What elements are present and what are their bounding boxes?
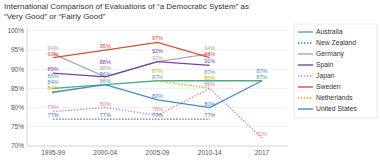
data-label: 89% (48, 66, 59, 72)
legend-label: Netherlands (316, 94, 353, 101)
legend-label: Spain (316, 61, 334, 69)
data-label: 92% (152, 55, 163, 61)
x-tick (209, 146, 210, 148)
data-label: 77% (100, 112, 111, 118)
y-tick-label: 100% (7, 27, 24, 34)
x-tick-label: 1995-99 (41, 149, 65, 156)
y-tick-label: 70% (11, 142, 24, 149)
data-label: 87% (152, 68, 163, 74)
line (53, 81, 262, 108)
legend: Australia New Zealand Germany Spain Japan Swe… (294, 24, 377, 118)
legend-swatch (298, 97, 313, 98)
x-tick-label: 2005-09 (146, 149, 170, 156)
grid-line (27, 30, 288, 31)
y-tick-label: 75% (11, 123, 24, 130)
legend-swatch (298, 31, 313, 32)
data-label: 85% (204, 81, 215, 87)
x-tick (105, 146, 106, 148)
data-label: 85% (204, 75, 215, 81)
data-label: 87% (152, 74, 163, 80)
legend-swatch (298, 53, 313, 54)
lines (52, 42, 262, 138)
chart: International Comparison of Evaluations … (0, 0, 380, 161)
data-label: 91% (204, 58, 215, 64)
line (53, 62, 210, 77)
line (53, 54, 210, 77)
legend-label: Sweden (316, 83, 341, 90)
x-tick-label: 2017 (255, 149, 270, 156)
y-axis-line (27, 27, 28, 146)
legend-swatch (298, 64, 313, 65)
x-tick-label: 2000-04 (93, 149, 117, 156)
data-label: 86% (100, 71, 111, 77)
legend-swatch (298, 42, 313, 43)
line (53, 42, 210, 57)
data-label: 78% (152, 106, 163, 112)
x-tick (157, 146, 158, 148)
data-label: 72% (256, 131, 267, 137)
grid (27, 31, 288, 146)
data-label: 87% (204, 69, 215, 75)
data-label: 88% (100, 59, 111, 65)
line (53, 88, 262, 138)
title: International Comparison of Evaluations … (4, 2, 249, 21)
legend-swatch (298, 75, 313, 76)
legend-frame (294, 24, 377, 118)
x-tick (53, 146, 54, 148)
data-label: 93% (48, 51, 59, 57)
data-label: 86% (100, 78, 111, 84)
x-tick (261, 146, 262, 148)
data-label: 87% (256, 74, 267, 80)
data-label: 95% (100, 43, 111, 49)
y-tick-label: 80% (11, 104, 24, 111)
legend-swatch (298, 86, 313, 87)
legend-label: Australia (316, 28, 343, 35)
legend-label: Japan (316, 72, 335, 80)
data-label: 79% (48, 104, 59, 110)
x-tick-label: 2010-14 (198, 149, 222, 156)
data-label: 94% (204, 45, 215, 51)
data-label: 84% (48, 85, 59, 91)
y-tick-label: 90% (11, 66, 24, 73)
line (53, 118, 210, 119)
line (158, 81, 210, 89)
data-label: 80% (204, 101, 215, 107)
data-label: 87% (256, 68, 267, 74)
data-label: 93% (204, 51, 215, 57)
data-label: 85% (48, 73, 59, 79)
legend-label: United States (316, 105, 357, 112)
data-label: 92% (152, 48, 163, 54)
legend-label: New Zealand (316, 39, 356, 46)
data-label: 84% (48, 79, 59, 85)
data-label: 94% (48, 45, 59, 51)
data-label: 80% (100, 101, 111, 107)
legend-label: Germany (316, 50, 345, 58)
data-label: 88% (100, 65, 111, 71)
legend-swatch (298, 108, 313, 109)
y-tick-label: 85% (11, 85, 24, 92)
data-label: 82% (152, 93, 163, 99)
y-tick-label: 95% (11, 46, 24, 53)
data-label: 77% (204, 112, 215, 118)
data-label: 77% (152, 112, 163, 118)
data-label: 97% (152, 35, 163, 41)
grid-line (27, 126, 288, 127)
data-label: 77% (48, 112, 59, 118)
